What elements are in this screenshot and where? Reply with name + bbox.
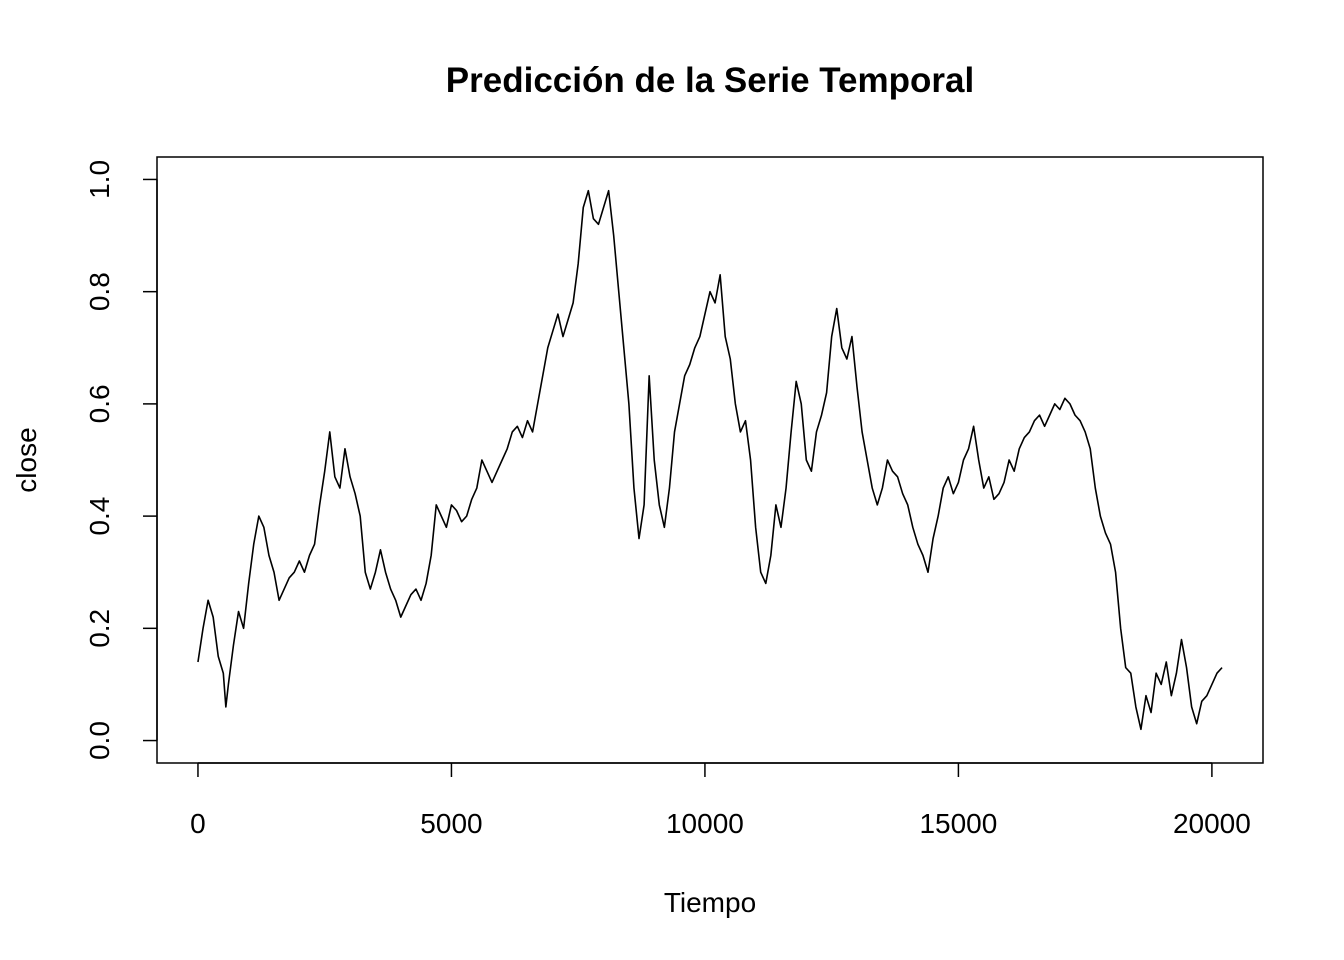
x-tick-label: 15000 xyxy=(919,808,997,839)
data-line xyxy=(197,189,1223,731)
y-tick-label: 0.2 xyxy=(84,609,115,648)
x-tick-label: 0 xyxy=(190,808,206,839)
chart-title: Predicción de la Serie Temporal xyxy=(446,61,974,100)
x-tick-label: 5000 xyxy=(420,808,482,839)
y-tick-label: 0.4 xyxy=(84,497,115,536)
y-axis-label: close xyxy=(11,427,42,492)
y-tick-label: 0.8 xyxy=(84,272,115,311)
y-tick-label: 0.0 xyxy=(84,721,115,760)
x-axis-label: Tiempo xyxy=(664,887,756,918)
y-tick-label: 0.6 xyxy=(84,384,115,423)
x-tick-label: 10000 xyxy=(666,808,744,839)
y-tick-label: 1.0 xyxy=(84,160,115,199)
x-tick-label: 20000 xyxy=(1173,808,1251,839)
